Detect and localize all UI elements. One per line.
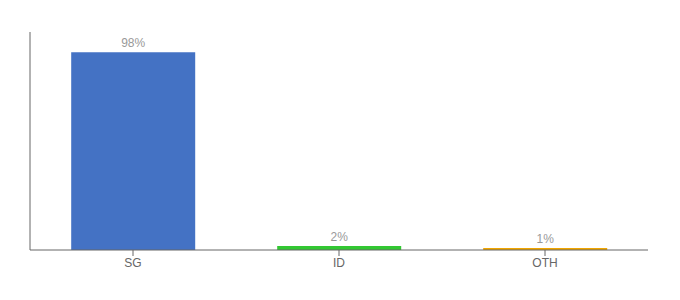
svg-text:OTH: OTH [532,256,557,270]
svg-text:1%: 1% [537,232,555,246]
svg-text:ID: ID [333,256,345,270]
svg-text:SG: SG [124,256,141,270]
svg-text:98%: 98% [121,36,145,50]
svg-text:2%: 2% [331,230,349,244]
